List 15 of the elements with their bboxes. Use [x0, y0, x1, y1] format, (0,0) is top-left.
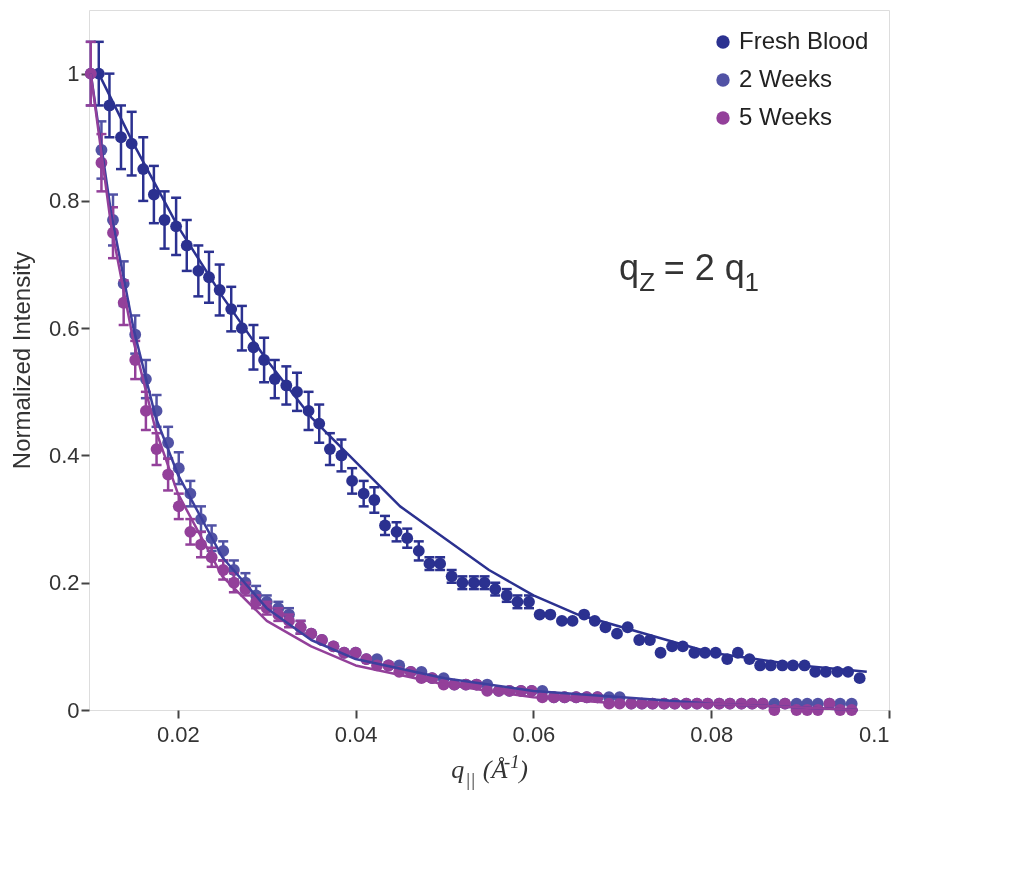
x-tick-label: 0.04: [334, 721, 378, 747]
y-tick-label: 0.2: [48, 570, 80, 596]
y-tick-label: 0.6: [48, 315, 80, 341]
y-tick-label: 0.8: [48, 188, 80, 214]
y-axis-title: Normalized Intensity: [7, 251, 35, 470]
y-tick-label: 1: [67, 61, 80, 87]
x-tick-label: 0.06: [512, 721, 556, 747]
y-tick-label: 0: [67, 697, 80, 723]
legend-label: Fresh Blood: [739, 27, 869, 54]
x-tick-label: 0.1: [858, 721, 890, 747]
x-tick-label: 0.08: [690, 721, 734, 747]
legend-label: 5 Weeks: [739, 103, 832, 130]
x-tick-label: 0.02: [156, 721, 200, 747]
legend-label: 2 Weeks: [739, 65, 832, 92]
y-tick-label: 0.4: [48, 442, 80, 468]
